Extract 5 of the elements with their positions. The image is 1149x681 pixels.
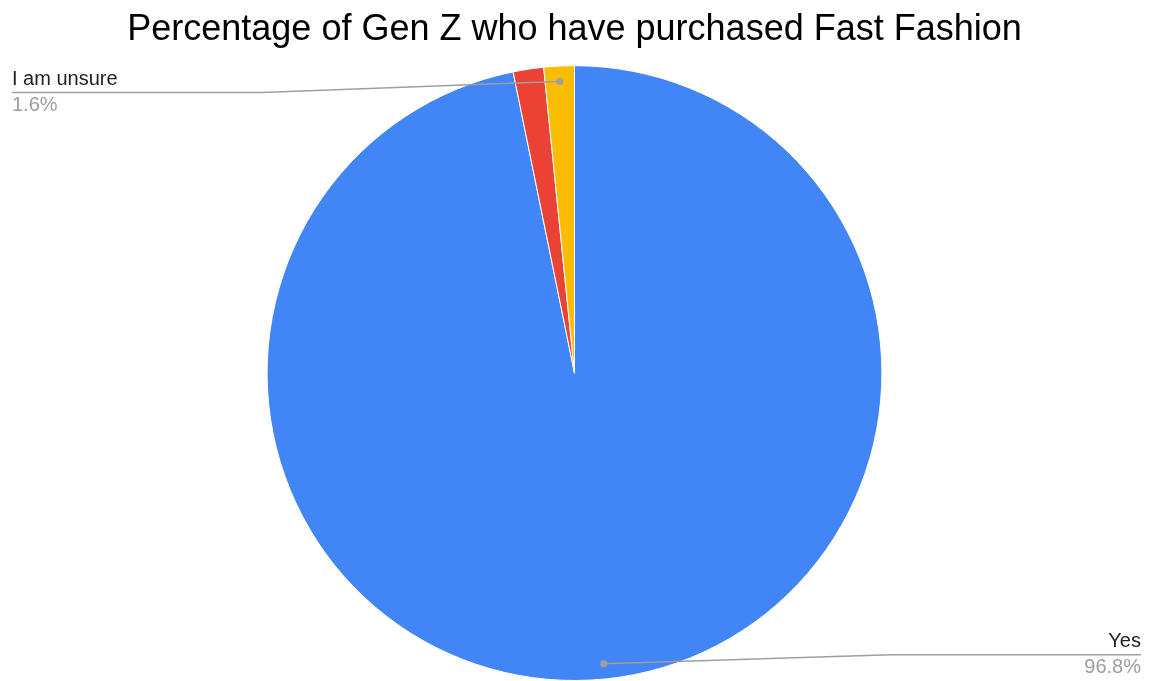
data-label: 1.6%: [12, 92, 58, 115]
slice-label: Yes: [1108, 629, 1141, 652]
slice-label: I am unsure: [12, 66, 118, 89]
data-label: 96.8%: [1084, 655, 1142, 678]
chart-title: Percentage of Gen Z who have purchased Fast Fashion: [127, 6, 1022, 48]
